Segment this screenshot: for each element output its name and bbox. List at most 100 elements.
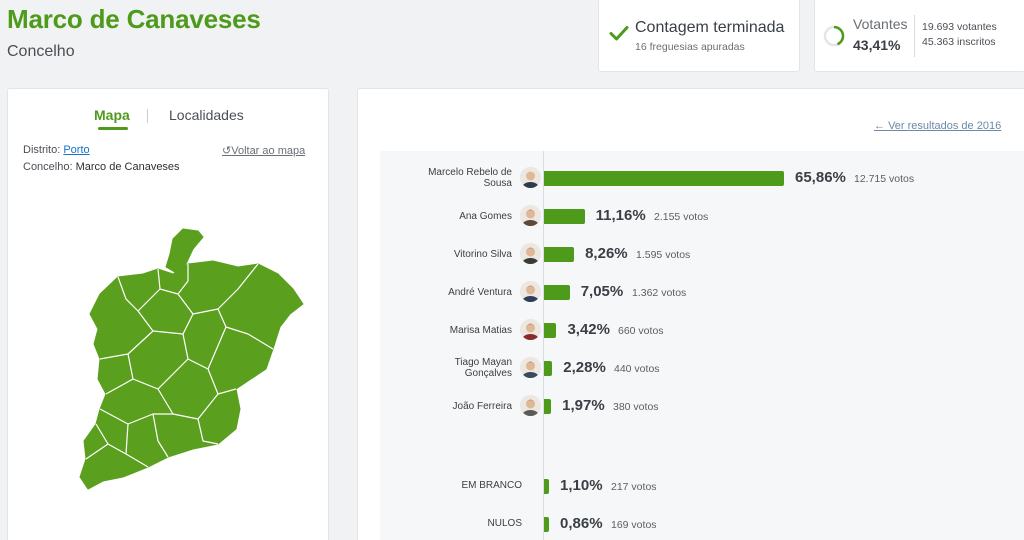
count-status-card: Contagem terminada 16 freguesias apurada… <box>598 0 800 72</box>
candidate-row: Vitorino Silva 8,26% 1.595 votos <box>380 239 1024 269</box>
special-vote-label: EM BRANCO <box>461 480 522 491</box>
result-percent: 11,16% <box>595 207 646 224</box>
tab-divider <box>147 109 148 123</box>
district-label: Distrito: <box>23 144 61 156</box>
candidate-name-line1: Ana Gomes <box>459 211 512 222</box>
portrait-icon <box>520 395 541 416</box>
undo-icon: ↺ <box>222 145 232 157</box>
result-votes: 2.155 votos <box>654 211 709 223</box>
municipality-map[interactable] <box>8 219 330 499</box>
candidate-row: Tiago Mayan Gonçalves 2,28% 440 votos <box>380 353 1024 383</box>
candidate-avatar <box>520 205 541 226</box>
page-subtitle: Concelho <box>7 43 75 60</box>
result-votes: 380 votos <box>613 401 659 413</box>
candidate-name-line2: Sousa <box>483 178 512 189</box>
candidate-name: Marcelo Rebelo de Sousa <box>382 167 512 189</box>
map-tabs: Mapa Localidades <box>8 107 330 131</box>
result-bar <box>544 517 549 532</box>
count-status-title: Contagem terminada <box>635 19 785 36</box>
result-bar <box>544 247 575 262</box>
candidate-row: Ana Gomes 11,16% 2.155 votos <box>380 201 1024 231</box>
result-bar <box>544 361 553 376</box>
result-bar <box>544 479 549 494</box>
special-vote-row: NULOS 0,86% 169 votos <box>380 509 1024 539</box>
result-percent: 8,26% <box>585 245 628 262</box>
turnout-divider <box>914 15 915 57</box>
county-info: Concelho: Marco de Canaveses <box>23 161 180 173</box>
candidate-avatar <box>520 243 541 264</box>
portrait-icon <box>520 357 541 378</box>
district-link[interactable]: Porto <box>63 144 90 156</box>
map-region-north[interactable] <box>165 228 204 275</box>
candidate-name-line1: Tiago Mayan <box>454 357 512 368</box>
result-bar <box>544 399 552 414</box>
tab-localities[interactable]: Localidades <box>169 107 244 123</box>
result-votes: 169 votos <box>611 519 657 531</box>
candidate-avatar <box>520 395 541 416</box>
registered-count: 45.363 inscritos <box>922 36 996 48</box>
portrait-icon <box>520 205 541 226</box>
results-panel: ← Ver resultados de 2016 Marcelo Rebelo … <box>357 88 1024 540</box>
previous-results-link[interactable]: ← Ver resultados de 2016 <box>874 120 1001 132</box>
results-bar-chart: Marcelo Rebelo de Sousa 65,86% 12.715 votos… <box>380 151 1024 540</box>
turnout-card: Votantes 43,41% 19.693 votantes 45.363 i… <box>814 0 1024 72</box>
district-info: Distrito: Porto <box>23 144 90 156</box>
candidate-row: Marisa Matias 3,42% 660 votos <box>380 315 1024 345</box>
check-icon <box>609 26 629 41</box>
candidate-name: Tiago Mayan Gonçalves <box>382 357 512 379</box>
candidate-avatar <box>520 319 541 340</box>
portrait-icon <box>520 243 541 264</box>
parish-borders <box>85 263 274 468</box>
candidate-avatar <box>520 357 541 378</box>
special-vote-row: EM BRANCO 1,10% 217 votos <box>380 471 1024 501</box>
candidate-row: João Ferreira 1,97% 380 votos <box>380 391 1024 421</box>
result-percent: 3,42% <box>567 321 610 338</box>
arrow-left-icon: ← <box>874 120 885 132</box>
candidate-name-line1: Marcelo Rebelo de <box>428 167 512 178</box>
result-votes: 440 votos <box>614 363 660 375</box>
candidate-avatar <box>520 281 541 302</box>
candidate-name: Marisa Matias <box>382 325 512 336</box>
candidate-avatar <box>520 167 541 188</box>
voters-count: 19.693 votantes <box>922 21 997 33</box>
map-region-main[interactable] <box>79 260 304 490</box>
result-percent: 0,86% <box>560 515 603 532</box>
candidate-name: Vitorino Silva <box>382 249 512 260</box>
turnout-label: Votantes <box>853 16 908 32</box>
candidate-name-line1: André Ventura <box>448 287 512 298</box>
tab-map[interactable]: Mapa <box>94 107 130 123</box>
active-tab-indicator <box>98 127 128 130</box>
candidate-name: André Ventura <box>382 287 512 298</box>
chart-axis-line <box>543 151 544 540</box>
result-bar <box>544 171 784 186</box>
candidate-name: João Ferreira <box>382 401 512 412</box>
back-to-map-label: Voltar ao mapa <box>231 145 306 157</box>
result-votes: 1.362 votos <box>632 287 687 299</box>
result-percent: 1,97% <box>562 397 605 414</box>
back-to-map-link[interactable]: ↺Voltar ao mapa <box>222 144 305 157</box>
result-bar <box>544 323 557 338</box>
previous-results-label: Ver resultados de 2016 <box>888 120 1002 132</box>
result-votes: 660 votos <box>618 325 664 337</box>
candidate-name-line1: João Ferreira <box>452 401 512 412</box>
candidate-name-line1: Vitorino Silva <box>453 249 512 260</box>
special-vote-label: NULOS <box>487 518 522 529</box>
result-votes: 1.595 votos <box>636 249 691 261</box>
result-votes: 12.715 votos <box>854 173 915 185</box>
candidate-row: Marcelo Rebelo de Sousa 65,86% 12.715 votos <box>380 163 1024 193</box>
parishes-counted: 16 freguesias apuradas <box>635 41 745 53</box>
turnout-ring-icon <box>823 25 845 47</box>
candidate-row: André Ventura 7,05% 1.362 votos <box>380 277 1024 307</box>
candidate-name-line2: Gonçalves <box>464 368 512 379</box>
county-label: Concelho: <box>23 161 73 173</box>
portrait-icon <box>520 281 541 302</box>
turnout-percent: 43,41% <box>853 37 901 53</box>
result-bar <box>544 285 570 300</box>
candidate-name-line1: Marisa Matias <box>449 325 512 336</box>
result-percent: 7,05% <box>580 283 624 300</box>
result-votes: 217 votos <box>611 481 657 493</box>
result-percent: 65,86% <box>795 169 846 186</box>
result-percent: 2,28% <box>563 359 606 376</box>
result-bar <box>544 209 585 224</box>
portrait-icon <box>520 319 541 340</box>
